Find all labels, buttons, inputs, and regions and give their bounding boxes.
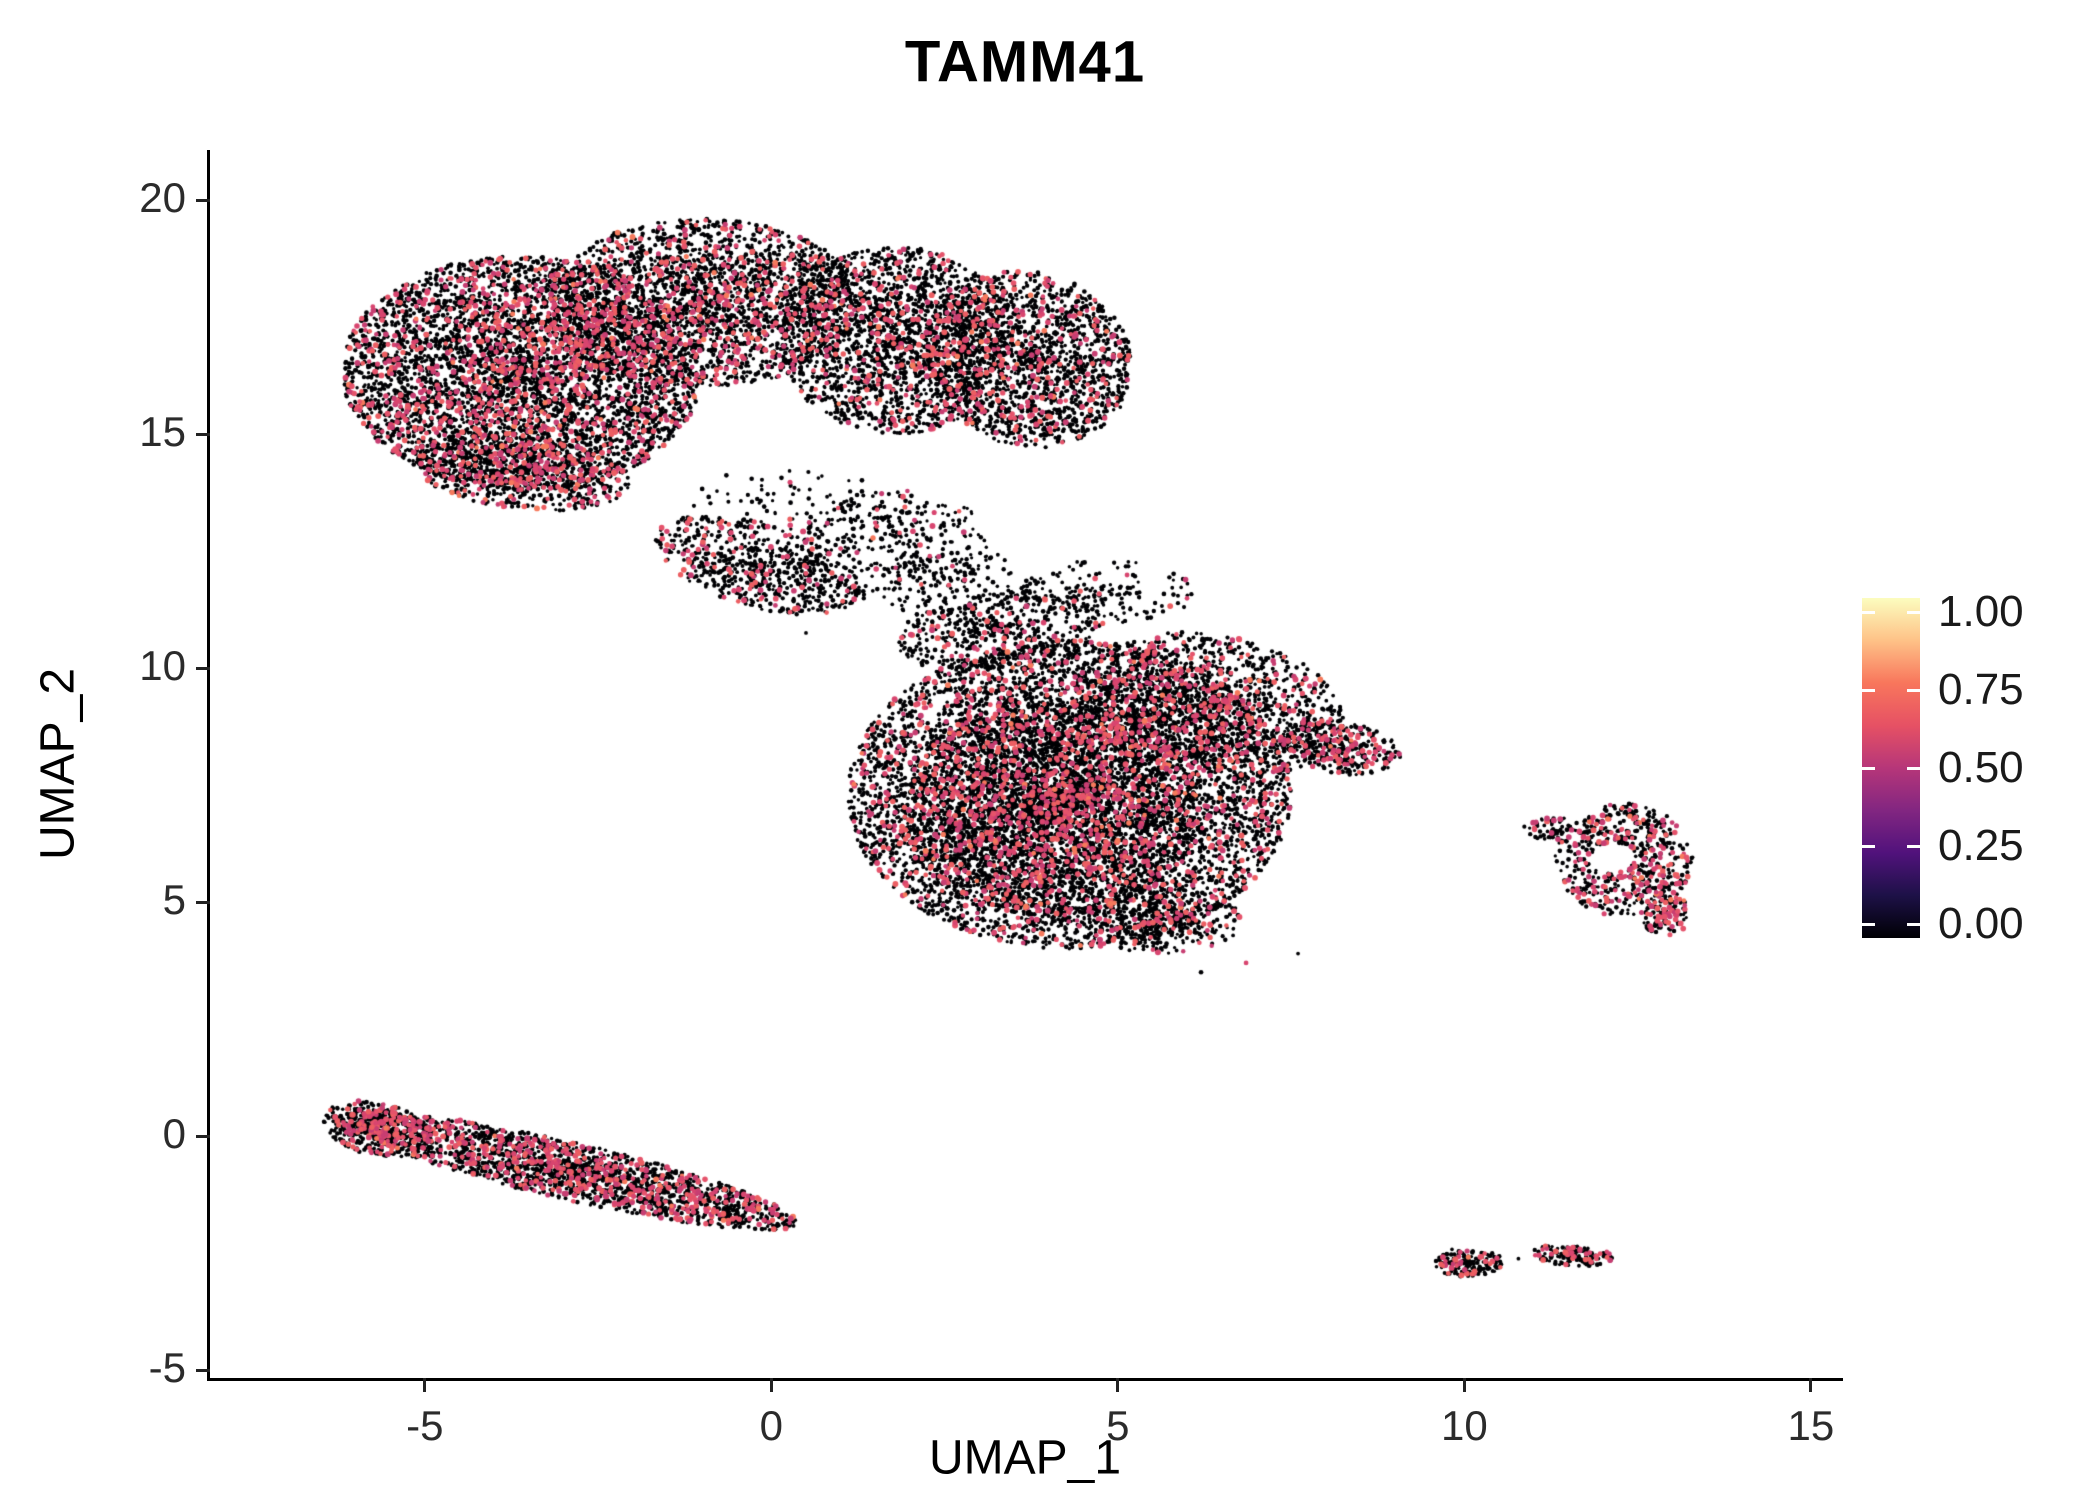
scatter-points-canvas <box>210 150 1840 1378</box>
y-tick-mark <box>196 666 210 670</box>
colorbar-tick-mark <box>1907 688 1920 692</box>
colorbar-tick-mark <box>1907 610 1920 614</box>
y-tick-mark <box>196 432 210 436</box>
y-tick-mark <box>196 1368 210 1372</box>
y-tick-label: 0 <box>162 1110 186 1158</box>
x-tick-mark <box>769 1378 773 1392</box>
colorbar-tick-mark <box>1907 844 1920 848</box>
colorbar-tick-mark <box>1907 922 1920 926</box>
x-tick-mark <box>1116 1378 1120 1392</box>
y-tick-label: -5 <box>148 1344 186 1392</box>
plot-title: TAMM41 <box>904 29 1146 95</box>
x-tick-label: 0 <box>759 1402 784 1449</box>
colorbar-tick-label: 0.25 <box>1938 821 2024 870</box>
x-tick-label: 15 <box>1787 1402 1835 1449</box>
y-tick-label: 5 <box>162 876 186 924</box>
x-tick-label: -5 <box>406 1402 444 1449</box>
colorbar-tick-mark <box>1907 766 1920 770</box>
y-axis-label: UMAP_2 <box>31 667 85 861</box>
x-tick-mark <box>423 1378 427 1392</box>
y-tick-mark <box>196 198 210 202</box>
y-tick-label: 10 <box>139 642 186 690</box>
y-tick-mark <box>196 900 210 904</box>
colorbar-tick-label: 0.75 <box>1938 665 2024 714</box>
y-tick-label: 15 <box>139 408 186 456</box>
x-axis-line <box>207 1378 1843 1381</box>
colorbar-tick-mark <box>1862 844 1875 848</box>
x-axis-label: UMAP_1 <box>928 1431 1122 1485</box>
y-tick-label: 20 <box>139 174 186 222</box>
y-tick-mark <box>196 1134 210 1138</box>
y-axis-line <box>207 150 210 1381</box>
colorbar-tick-mark <box>1862 766 1875 770</box>
colorbar-tick-mark <box>1862 610 1875 614</box>
x-tick-label: 5 <box>1106 1402 1130 1449</box>
colorbar-tick-mark <box>1862 688 1875 692</box>
x-tick-mark <box>1809 1378 1813 1392</box>
colorbar-tick-label: 1.00 <box>1938 587 2024 636</box>
colorbar-tick-label: 0.00 <box>1938 899 2024 948</box>
colorbar-tick-mark <box>1862 922 1875 926</box>
colorbar-tick-label: 0.50 <box>1938 743 2024 792</box>
x-tick-label: 10 <box>1441 1402 1488 1449</box>
x-tick-mark <box>1462 1378 1466 1392</box>
